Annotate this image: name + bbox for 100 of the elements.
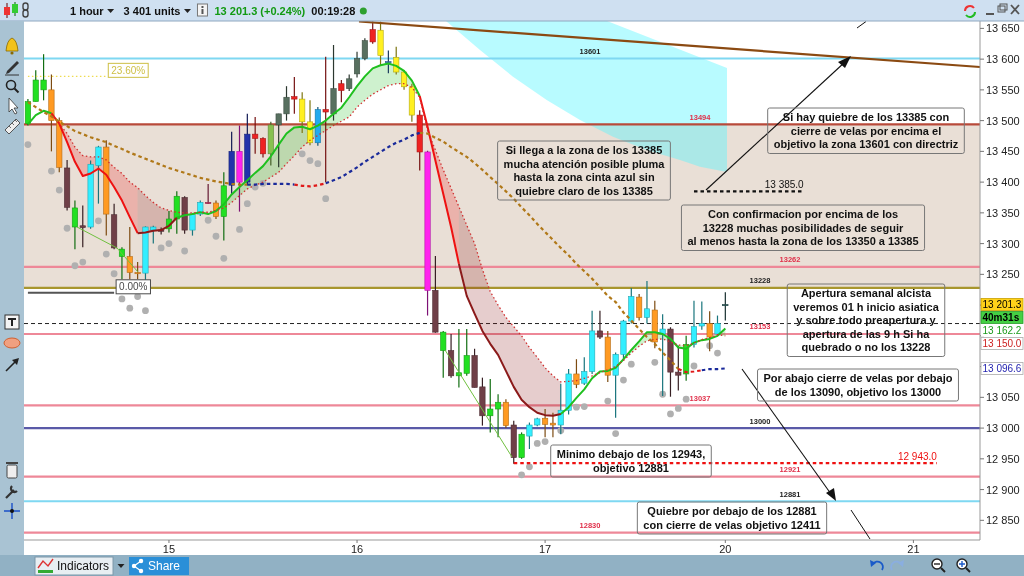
x-tick-label: 15 <box>162 543 176 555</box>
series-label: 12 943.0 <box>897 450 938 462</box>
y-tick-label: 13 250 <box>986 268 1020 281</box>
annotation: Si llega a la zona de los 13385 mucha atención posible pluma hasta la zona cinta azul sin quiebre claro de los 13385 <box>503 144 666 197</box>
point <box>533 440 541 447</box>
point <box>48 167 55 175</box>
candlestick <box>659 313 666 397</box>
candlestick <box>385 49 392 74</box>
point <box>690 362 698 370</box>
point <box>181 247 189 255</box>
point <box>63 224 71 232</box>
y-tick-label: 13 400 <box>986 176 1020 189</box>
point <box>118 295 126 303</box>
point <box>526 463 533 471</box>
point <box>24 141 32 148</box>
point <box>682 395 690 403</box>
point <box>134 293 142 300</box>
y-tick-label: 13 000 <box>986 422 1020 435</box>
candlestick <box>361 37 368 61</box>
point <box>165 240 173 247</box>
point <box>604 397 612 405</box>
point <box>314 160 322 168</box>
point <box>71 262 79 270</box>
point <box>674 405 682 412</box>
point <box>243 200 251 208</box>
point <box>79 258 87 266</box>
annotation: Por abajo cierre de velas por debajo de los 13090, objetivo los 13000 <box>763 372 953 398</box>
y-tick-label: 13 300 <box>986 237 1020 250</box>
point <box>580 403 588 410</box>
text: 13 150.0 <box>982 338 1022 350</box>
candlestick <box>440 330 447 379</box>
candlestick <box>643 280 650 325</box>
text: Indicators <box>57 559 110 573</box>
x-tick-label: 21 <box>907 543 920 555</box>
candlestick <box>502 398 509 429</box>
y-tick-label: 13 050 <box>986 391 1020 404</box>
candlestick <box>338 79 345 103</box>
point <box>667 410 674 418</box>
candlestick <box>291 76 298 115</box>
y-tick-label: 13 650 <box>986 22 1020 35</box>
series-label: 13 385.0 <box>764 178 805 190</box>
x-tick-label: 17 <box>538 543 552 555</box>
y-tick-label: 13 550 <box>986 83 1020 96</box>
candlestick <box>542 408 549 438</box>
point <box>220 254 228 262</box>
text: 1 hour <box>70 5 105 17</box>
candlestick <box>518 431 525 460</box>
candlestick <box>71 199 78 250</box>
y-tick-label: 13 600 <box>986 53 1020 66</box>
text: 40m31s <box>982 312 1020 324</box>
y-tick-label: 12 850 <box>986 514 1020 527</box>
text: 13 201.3 (+0.24%) <box>214 5 306 17</box>
y-tick-label: 12 900 <box>986 483 1020 496</box>
point <box>55 186 63 194</box>
text: 13 162.2 <box>982 325 1022 337</box>
candlestick <box>354 51 361 79</box>
point <box>322 195 330 203</box>
point <box>714 349 721 357</box>
y-tick-label: 12 950 <box>986 452 1020 465</box>
y-tick-label: 13 500 <box>986 114 1020 127</box>
annotation: Con confirmacion por encima de los 13228 muchas posibilidades de seguir al menos hasta la zona de los 13350 a 13385 <box>687 208 919 247</box>
text: 00:19:28 <box>311 5 356 17</box>
series-label: 0.00% <box>119 281 148 293</box>
candlestick <box>79 204 86 248</box>
point <box>651 358 659 366</box>
candlestick <box>549 412 556 438</box>
point <box>541 438 549 446</box>
series-label: 23.60% <box>111 64 146 76</box>
point <box>95 217 102 225</box>
y-tick-label: 13 450 <box>986 145 1020 158</box>
candlestick <box>205 183 212 205</box>
text: 13 201.3 <box>982 299 1022 311</box>
text: 13 096.6 <box>982 363 1022 375</box>
point <box>518 471 525 479</box>
point <box>110 270 118 278</box>
point <box>306 157 314 164</box>
x-tick-label: 16 <box>350 543 364 555</box>
candlestick <box>636 293 643 322</box>
point <box>102 250 110 258</box>
annotation: Apertura semanal alcista veremos 01 h inicio asiatica y sobre todo preapertura y apertura de las 9 h Si ha quebrado o no los 13228 <box>793 287 940 353</box>
point <box>126 304 134 312</box>
annotation: Quiebre por debajo de los 12881 con cierre de velas objetivo 12411 <box>643 505 821 531</box>
point <box>157 244 165 252</box>
y-tick-label: 13 350 <box>986 206 1020 219</box>
candlestick <box>722 291 729 322</box>
text: Share <box>148 559 181 573</box>
point <box>612 430 620 438</box>
annotation: Minimo debajo de los 12943, objetivo 12881 <box>556 448 706 474</box>
point <box>573 403 580 411</box>
point <box>620 376 627 384</box>
candlestick <box>573 358 580 389</box>
point <box>298 150 306 158</box>
point <box>142 307 149 315</box>
candlestick <box>322 56 329 183</box>
point <box>627 360 635 368</box>
point <box>212 232 220 240</box>
point <box>204 216 212 224</box>
candlestick <box>596 310 603 340</box>
text: 3 401 units <box>123 5 181 17</box>
point <box>236 226 243 233</box>
